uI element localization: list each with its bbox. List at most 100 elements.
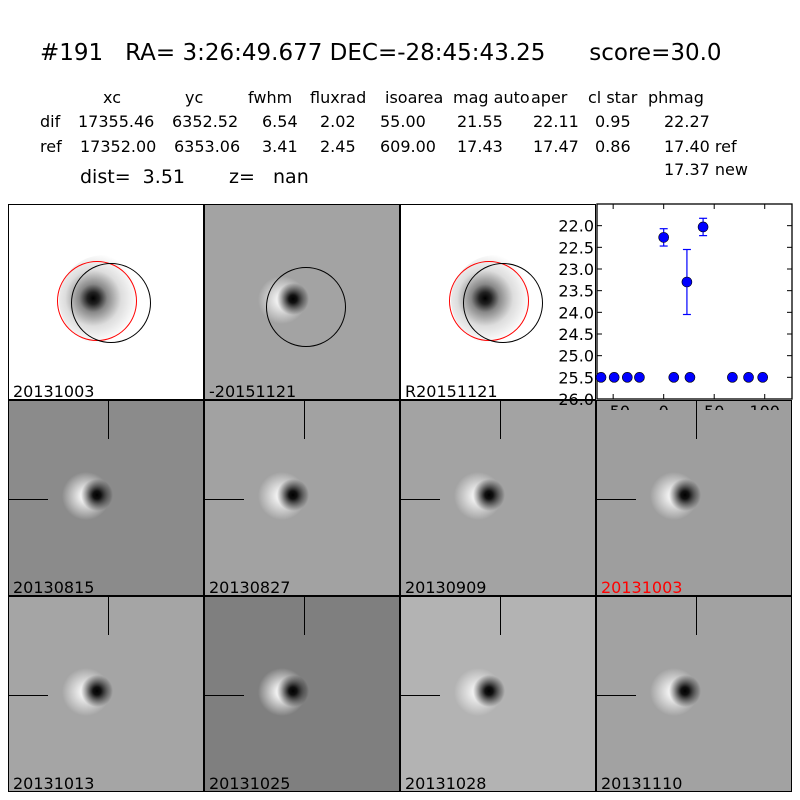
crosshair-vertical [304, 597, 306, 635]
stamp-date-label: 20130827 [209, 578, 291, 596]
stamp-date-label: 20131003 [601, 578, 683, 596]
row-label: dif [40, 112, 61, 131]
dipole-negative [275, 673, 311, 709]
crosshair-horizontal [597, 695, 636, 697]
dipole-negative [471, 477, 507, 513]
table-cell: 22.27 [664, 112, 710, 131]
image-stamp: 20131003 [8, 204, 204, 400]
data-point [634, 372, 645, 383]
image-stamp: 20130815 [8, 400, 204, 596]
column-header: fluxrad [310, 88, 367, 107]
column-header: cl star [588, 88, 638, 107]
data-point [697, 221, 709, 233]
z-value: z= nan [229, 166, 309, 188]
stamp-date-label: -20151121 [209, 382, 297, 400]
row-label: ref [40, 137, 62, 156]
y-tick-label: 23.5 [558, 282, 594, 301]
table-cell: 6.54 [262, 112, 298, 131]
y-tick-label: 24.0 [558, 303, 594, 322]
column-header: fwhm [248, 88, 293, 107]
stamp-date-label: 20131013 [13, 774, 95, 792]
black-circle [71, 263, 151, 343]
table-cell: 2.45 [320, 137, 356, 156]
table-cell: 17.43 [457, 137, 503, 156]
data-point [658, 232, 669, 243]
stamp-date-label: 20130909 [405, 578, 487, 596]
crosshair-vertical [500, 401, 502, 439]
dipole-negative [471, 673, 507, 709]
dipole-negative [79, 477, 115, 513]
crosshair-vertical [500, 597, 502, 635]
table-cell: 6352.52 [172, 112, 239, 131]
dist-value: dist= 3.51 [80, 166, 185, 188]
data-point [727, 372, 738, 383]
data-point [743, 372, 754, 383]
table-cell: 17355.46 [78, 112, 155, 131]
crosshair-vertical [696, 597, 698, 635]
data-point [668, 372, 680, 383]
y-tick-label: 25.0 [558, 347, 594, 366]
stamp-date-label: 20130815 [13, 578, 95, 596]
crosshair-horizontal [9, 499, 48, 501]
table-cell: 55.00 [380, 112, 426, 131]
y-tick-label: 22.0 [558, 217, 594, 236]
stamp-date-label: 20131025 [209, 774, 291, 792]
x-tick-label: 50 [704, 402, 724, 410]
black-circle [266, 267, 346, 347]
x-tick-label: 100 [749, 402, 780, 410]
crosshair-vertical [108, 401, 110, 439]
image-stamp: 20130909 [400, 400, 596, 596]
table-cell: 2.02 [320, 112, 356, 131]
table-cell: 21.55 [457, 112, 503, 131]
dipole-negative [667, 673, 703, 709]
data-point [622, 372, 633, 383]
data-point [595, 372, 607, 383]
black-circle [463, 263, 543, 343]
image-stamp: 20131028 [400, 596, 596, 792]
crosshair-horizontal [401, 695, 440, 697]
data-point [608, 372, 620, 383]
data-point [757, 372, 768, 383]
dipole-negative [667, 477, 703, 513]
image-stamp: 20131003 [596, 400, 792, 596]
stamp-date-label: 20131003 [13, 382, 95, 400]
crosshair-horizontal [597, 499, 636, 501]
y-tick-label: 23.0 [558, 260, 594, 279]
table-cell: 0.86 [595, 137, 631, 156]
stamp-date-label: 20131028 [405, 774, 487, 792]
y-tick-label: 22.5 [558, 238, 594, 257]
crosshair-horizontal [205, 695, 244, 697]
column-header: phmag [648, 88, 704, 107]
column-header: mag auto [453, 88, 530, 107]
image-stamp: -20151121 [204, 204, 400, 400]
crosshair-vertical [696, 401, 698, 439]
table-cell: 609.00 [380, 137, 436, 156]
dipole-negative [275, 477, 311, 513]
data-point [684, 372, 696, 383]
y-tick-label: 25.5 [558, 368, 594, 387]
x-tick-label: 0 [659, 402, 669, 410]
stamp-date-label: R20151121 [405, 382, 498, 400]
column-header: yc [185, 88, 204, 107]
table-cell: 17352.00 [80, 137, 157, 156]
table-cell: 22.11 [533, 112, 579, 131]
table-cell: 0.95 [595, 112, 631, 131]
table-cell: 3.41 [262, 137, 298, 156]
crosshair-vertical [304, 401, 306, 439]
crosshair-horizontal [401, 499, 440, 501]
y-tick-label: 24.5 [558, 325, 594, 344]
dipole-negative [79, 673, 115, 709]
page-title: #191 RA= 3:26:49.677 DEC=-28:45:43.25 sc… [40, 40, 722, 66]
column-header: aper [531, 88, 568, 107]
crosshair-vertical [108, 597, 110, 635]
crosshair-horizontal [205, 499, 244, 501]
data-point [681, 276, 693, 288]
x-tick-label: −50 [596, 402, 630, 410]
light-curve-chart: 22.0 22.5 23.0 23.5 24.0 24.5 25.0 25.5 26.0−50 0… [558, 203, 793, 410]
table-cell: 17.47 [533, 137, 579, 156]
image-stamp: 20131025 [204, 596, 400, 792]
table-cell: 17.37 new [664, 160, 748, 179]
column-header: xc [103, 88, 121, 107]
table-cell: 6353.06 [174, 137, 241, 156]
image-stamp: 20130827 [204, 400, 400, 596]
